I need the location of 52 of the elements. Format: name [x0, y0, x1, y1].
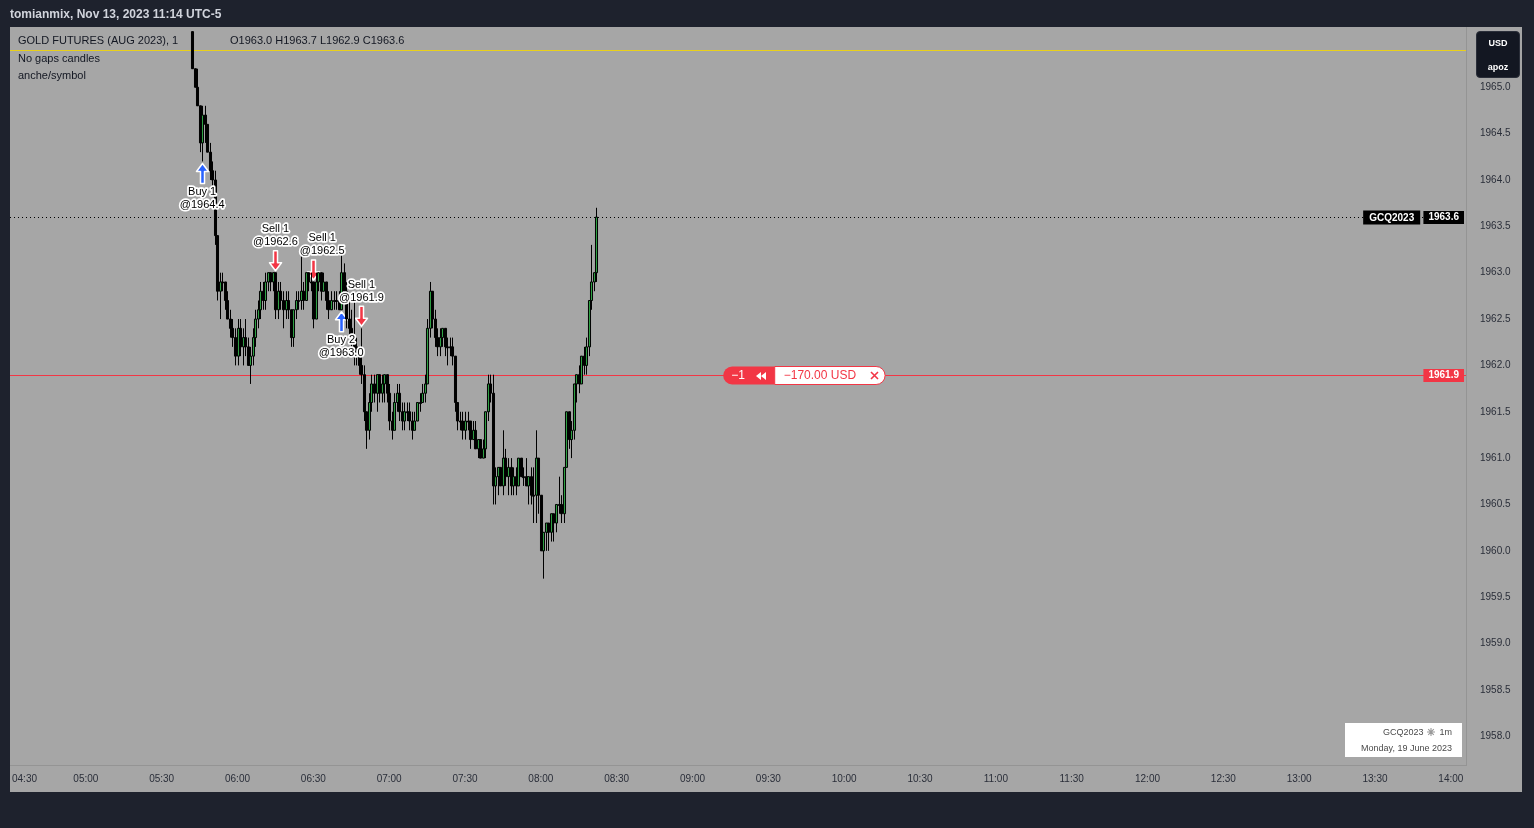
x-tick-label: 14:00 — [1438, 772, 1464, 784]
y-tick-label: 1964.5 — [1480, 127, 1512, 139]
y-tick-label: 1962.5 — [1480, 312, 1512, 324]
annotation: GCQ2023 — [1369, 211, 1415, 223]
y-tick-label: 1959.5 — [1480, 590, 1512, 602]
y-tick-label: 1962.0 — [1480, 359, 1512, 371]
ref-line-label: 1961.9 — [1428, 369, 1460, 381]
x-tick-label: 06:00 — [224, 772, 251, 784]
annotation: Sell 1 @1962.6 — [253, 222, 298, 248]
text: GOLD FUTURES (AUG 2023), 1 — [18, 34, 179, 47]
x-tick-label: 05:00 — [73, 772, 99, 784]
x-tick-label: 12:00 — [1134, 772, 1161, 784]
x-tick-label: 09:00 — [679, 772, 706, 784]
x-tick-label: 09:30 — [755, 772, 782, 784]
x-tick-label: 13:00 — [1286, 772, 1313, 784]
y-tick-label: 1959.0 — [1480, 637, 1512, 649]
text: apoz — [1486, 62, 1510, 73]
text: tomianmix, Nov 13, 2023 11:14 UTC-5 — [10, 7, 222, 21]
y-tick-label: 1960.0 — [1480, 544, 1512, 556]
x-tick-label: 07:30 — [452, 772, 478, 784]
annotation: Monday, 19 June 2023 — [1360, 742, 1452, 755]
annotation: −1 — [731, 367, 746, 382]
x-tick-label: 07:00 — [376, 772, 403, 784]
y-tick-label: 1965.0 — [1480, 81, 1512, 93]
text: USD — [1487, 38, 1509, 49]
y-tick-label: 1964.0 — [1480, 173, 1512, 185]
x-tick-label: 13:30 — [1362, 772, 1388, 784]
annotation: −170.00 USD — [783, 367, 857, 382]
x-tick-label: 04:30 — [12, 772, 38, 784]
x-tick-label: 10:30 — [907, 772, 933, 784]
x-tick-label: 08:00 — [528, 772, 554, 784]
annotation: No gaps candles — [18, 52, 101, 65]
y-tick-label: 1961.5 — [1480, 405, 1512, 417]
x-tick-label: 12:30 — [1210, 772, 1237, 784]
ref-line-label: 1963.6 — [1428, 211, 1460, 223]
x-tick-label: 10:00 — [831, 772, 858, 784]
annotation: GCQ2023 — [1382, 727, 1424, 737]
y-tick-label: 1963.5 — [1480, 220, 1512, 232]
x-tick-label: 06:30 — [300, 772, 327, 784]
annotation: 1m — [1439, 727, 1452, 737]
y-tick-label: 1961.0 — [1480, 451, 1512, 463]
annotation: anche/symbol — [18, 69, 86, 82]
x-tick-label: 11:30 — [1059, 772, 1085, 784]
x-tick-label: 11:00 — [983, 772, 1009, 784]
annotation: Sell 1 @1962.5 — [299, 231, 345, 257]
x-tick-label: 08:30 — [604, 772, 630, 784]
y-tick-label: 1963.0 — [1480, 266, 1512, 278]
y-tick-label: 1958.5 — [1480, 683, 1512, 695]
text: O1963.0 H1963.7 L1962.9 C1963.6 — [230, 34, 405, 47]
x-tick-label: 05:30 — [149, 772, 175, 784]
y-tick-label: 1960.5 — [1480, 498, 1512, 510]
y-tick-label: 1958.0 — [1480, 730, 1512, 742]
